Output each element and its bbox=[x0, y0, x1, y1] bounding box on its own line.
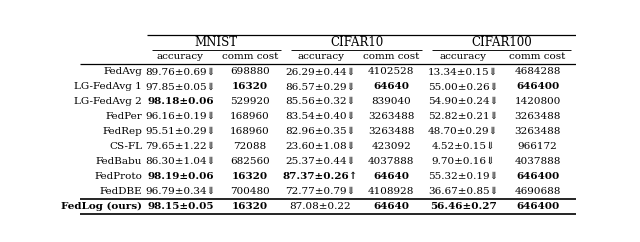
Text: FedProto: FedProto bbox=[94, 172, 142, 181]
Text: 79.65±1.22⇓: 79.65±1.22⇓ bbox=[145, 142, 216, 151]
Text: 36.67±0.85⇓: 36.67±0.85⇓ bbox=[428, 187, 499, 196]
Text: 98.18±0.06: 98.18±0.06 bbox=[147, 97, 214, 106]
Text: 700480: 700480 bbox=[230, 187, 269, 196]
Text: 96.16±0.19⇓: 96.16±0.19⇓ bbox=[145, 112, 216, 121]
Text: 48.70±0.29⇓: 48.70±0.29⇓ bbox=[428, 127, 499, 136]
Text: 4102528: 4102528 bbox=[368, 68, 415, 76]
Text: comm cost: comm cost bbox=[221, 53, 278, 61]
Text: 4108928: 4108928 bbox=[368, 187, 415, 196]
Text: 87.08±0.22: 87.08±0.22 bbox=[290, 202, 351, 211]
Text: LG-FedAvg 1: LG-FedAvg 1 bbox=[74, 82, 142, 91]
Text: 3263488: 3263488 bbox=[368, 112, 415, 121]
Text: CIFAR10: CIFAR10 bbox=[330, 36, 383, 49]
Text: 13.34±0.15⇓: 13.34±0.15⇓ bbox=[428, 68, 499, 76]
Text: 646400: 646400 bbox=[516, 202, 559, 211]
Text: 16320: 16320 bbox=[232, 202, 268, 211]
Text: 83.54±0.40⇓: 83.54±0.40⇓ bbox=[285, 112, 356, 121]
Text: 95.51±0.29⇓: 95.51±0.29⇓ bbox=[145, 127, 216, 136]
Text: 646400: 646400 bbox=[516, 82, 559, 91]
Text: 4690688: 4690688 bbox=[515, 187, 561, 196]
Text: 3263488: 3263488 bbox=[368, 127, 415, 136]
Text: 64640: 64640 bbox=[373, 202, 409, 211]
Text: LG-FedAvg 2: LG-FedAvg 2 bbox=[74, 97, 142, 106]
Text: 96.79±0.34⇓: 96.79±0.34⇓ bbox=[145, 187, 216, 196]
Text: 86.57±0.29⇓: 86.57±0.29⇓ bbox=[285, 82, 356, 91]
Text: accuracy: accuracy bbox=[157, 53, 204, 61]
Text: CS-FL: CS-FL bbox=[109, 142, 142, 151]
Text: 9.70±0.16⇓: 9.70±0.16⇓ bbox=[431, 157, 495, 166]
Text: 423092: 423092 bbox=[371, 142, 411, 151]
Text: 98.15±0.05: 98.15±0.05 bbox=[147, 202, 214, 211]
Text: comm cost: comm cost bbox=[509, 53, 566, 61]
Text: FedBabu: FedBabu bbox=[95, 157, 142, 166]
Text: 87.37±0.26↑: 87.37±0.26↑ bbox=[283, 172, 358, 181]
Text: 26.29±0.44⇓: 26.29±0.44⇓ bbox=[285, 68, 356, 76]
Text: 682560: 682560 bbox=[230, 157, 269, 166]
Text: FedLog (ours): FedLog (ours) bbox=[61, 202, 142, 211]
Text: accuracy: accuracy bbox=[297, 53, 344, 61]
Text: 4037888: 4037888 bbox=[515, 157, 561, 166]
Text: 25.37±0.44⇓: 25.37±0.44⇓ bbox=[285, 157, 356, 166]
Text: 168960: 168960 bbox=[230, 127, 269, 136]
Text: 168960: 168960 bbox=[230, 112, 269, 121]
Text: 89.76±0.69⇓: 89.76±0.69⇓ bbox=[145, 68, 216, 76]
Text: FedDBE: FedDBE bbox=[99, 187, 142, 196]
Text: 3263488: 3263488 bbox=[515, 127, 561, 136]
Text: 55.00±0.26⇓: 55.00±0.26⇓ bbox=[428, 82, 499, 91]
Text: 55.32±0.19⇓: 55.32±0.19⇓ bbox=[428, 172, 499, 181]
Text: 64640: 64640 bbox=[373, 82, 409, 91]
Text: 3263488: 3263488 bbox=[515, 112, 561, 121]
Text: 1420800: 1420800 bbox=[515, 97, 561, 106]
Text: 64640: 64640 bbox=[373, 172, 409, 181]
Text: 86.30±1.04⇓: 86.30±1.04⇓ bbox=[145, 157, 216, 166]
Text: 82.96±0.35⇓: 82.96±0.35⇓ bbox=[285, 127, 356, 136]
Text: 4037888: 4037888 bbox=[368, 157, 415, 166]
Text: 966172: 966172 bbox=[518, 142, 557, 151]
Text: 56.46±0.27: 56.46±0.27 bbox=[430, 202, 497, 211]
Text: 72088: 72088 bbox=[234, 142, 266, 151]
Text: 839040: 839040 bbox=[371, 97, 411, 106]
Text: FedRep: FedRep bbox=[102, 127, 142, 136]
Text: 646400: 646400 bbox=[516, 172, 559, 181]
Text: 16320: 16320 bbox=[232, 172, 268, 181]
Text: CIFAR100: CIFAR100 bbox=[471, 36, 532, 49]
Text: 72.77±0.79⇓: 72.77±0.79⇓ bbox=[285, 187, 356, 196]
Text: 529920: 529920 bbox=[230, 97, 269, 106]
Text: 52.82±0.21⇓: 52.82±0.21⇓ bbox=[428, 112, 499, 121]
Text: 97.85±0.05⇓: 97.85±0.05⇓ bbox=[145, 82, 216, 91]
Text: 4684288: 4684288 bbox=[515, 68, 561, 76]
Text: 4.52±0.15⇓: 4.52±0.15⇓ bbox=[431, 142, 495, 151]
Text: FedAvg: FedAvg bbox=[103, 68, 142, 76]
Text: 23.60±1.08⇓: 23.60±1.08⇓ bbox=[285, 142, 356, 151]
Text: 54.90±0.24⇓: 54.90±0.24⇓ bbox=[428, 97, 499, 106]
Text: 98.19±0.06: 98.19±0.06 bbox=[147, 172, 214, 181]
Text: comm cost: comm cost bbox=[363, 53, 419, 61]
Text: 16320: 16320 bbox=[232, 82, 268, 91]
Text: accuracy: accuracy bbox=[440, 53, 486, 61]
Text: 698880: 698880 bbox=[230, 68, 269, 76]
Text: FedPer: FedPer bbox=[105, 112, 142, 121]
Text: MNIST: MNIST bbox=[195, 36, 238, 49]
Text: 85.56±0.32⇓: 85.56±0.32⇓ bbox=[285, 97, 356, 106]
